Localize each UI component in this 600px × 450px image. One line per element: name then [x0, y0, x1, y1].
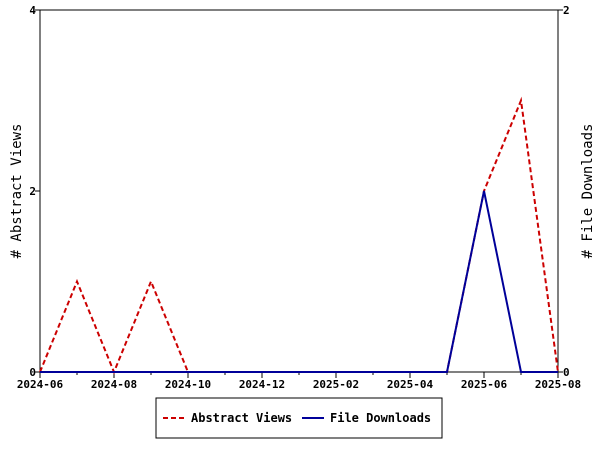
- series-line-abstract-views: [39, 96, 559, 375]
- y-left-tick-label: 4: [29, 4, 36, 17]
- x-tick-label: 2024-12: [239, 378, 285, 391]
- x-tick-label: 2025-06: [461, 378, 508, 391]
- y-right-tick-label: 2: [563, 4, 570, 17]
- x-tick-label: 2025-04: [387, 378, 434, 391]
- x-tick-label: 2024-10: [165, 378, 211, 391]
- x-tick-label: 2024-06: [17, 378, 64, 391]
- y-left-axis-title: # Abstract Views: [9, 124, 25, 259]
- y-left-tick-label: 0: [29, 366, 36, 379]
- x-tick-label: 2025-08: [535, 378, 581, 391]
- legend-label: Abstract Views: [191, 411, 292, 425]
- y-left-tick-label: 2: [29, 185, 36, 198]
- series-line-file-downloads: [40, 190, 558, 373]
- legend-label: File Downloads: [330, 411, 431, 425]
- x-tick-label: 2025-02: [313, 378, 359, 391]
- x-tick-label: 2024-08: [91, 378, 137, 391]
- y-right-tick-label: 0: [563, 366, 570, 379]
- plot-frame: [39, 9, 559, 373]
- legend-box: [155, 397, 443, 439]
- y-right-axis-title: # File Downloads: [580, 124, 596, 259]
